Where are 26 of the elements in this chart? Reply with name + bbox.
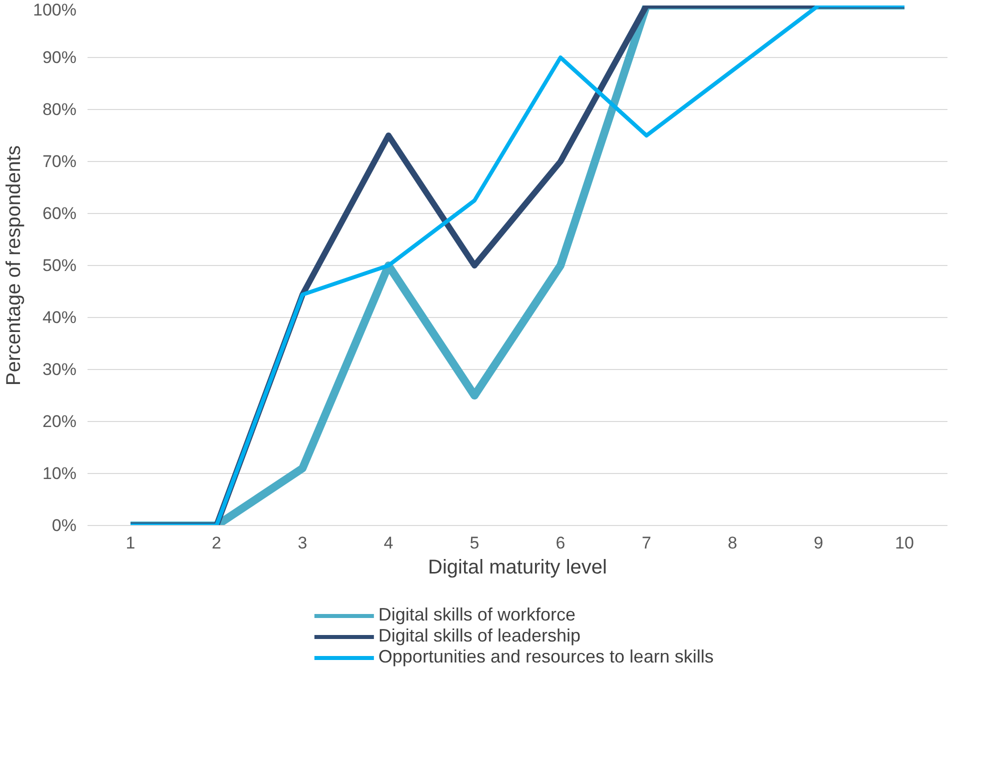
x-tick-label: 2 bbox=[212, 534, 222, 552]
x-tick-label: 4 bbox=[384, 534, 394, 552]
y-tick-label: 60% bbox=[42, 204, 77, 223]
x-tick-label: 1 bbox=[126, 534, 136, 552]
x-tick-label: 9 bbox=[814, 534, 824, 552]
y-tick-label: 70% bbox=[42, 152, 77, 171]
y-tick-label: 50% bbox=[42, 256, 77, 275]
y-tick-label: 30% bbox=[42, 360, 77, 379]
y-tick-label: 40% bbox=[42, 308, 77, 327]
x-tick-label: 6 bbox=[556, 534, 566, 552]
legend-label: Opportunities and resources to learn skills bbox=[378, 646, 714, 668]
y-tick-label: 20% bbox=[42, 412, 77, 431]
y-axis-title: Percentage of respondents bbox=[3, 145, 26, 386]
y-tick-label: 0% bbox=[52, 516, 77, 535]
x-tick-label: 3 bbox=[298, 534, 308, 552]
x-tick-label: 8 bbox=[728, 534, 738, 552]
legend-label: Digital skills of workforce bbox=[378, 604, 576, 626]
y-tick-label: 10% bbox=[42, 464, 77, 483]
x-tick-label: 10 bbox=[895, 534, 914, 552]
y-tick-label: 90% bbox=[42, 48, 77, 67]
x-axis-title: Digital maturity level bbox=[428, 556, 607, 578]
y-tick-label: 100% bbox=[33, 0, 77, 20]
y-tick-label: 80% bbox=[42, 100, 77, 119]
x-tick-label: 5 bbox=[470, 534, 480, 552]
x-tick-label: 7 bbox=[642, 534, 652, 552]
legend-label: Digital skills of leadership bbox=[378, 626, 581, 646]
